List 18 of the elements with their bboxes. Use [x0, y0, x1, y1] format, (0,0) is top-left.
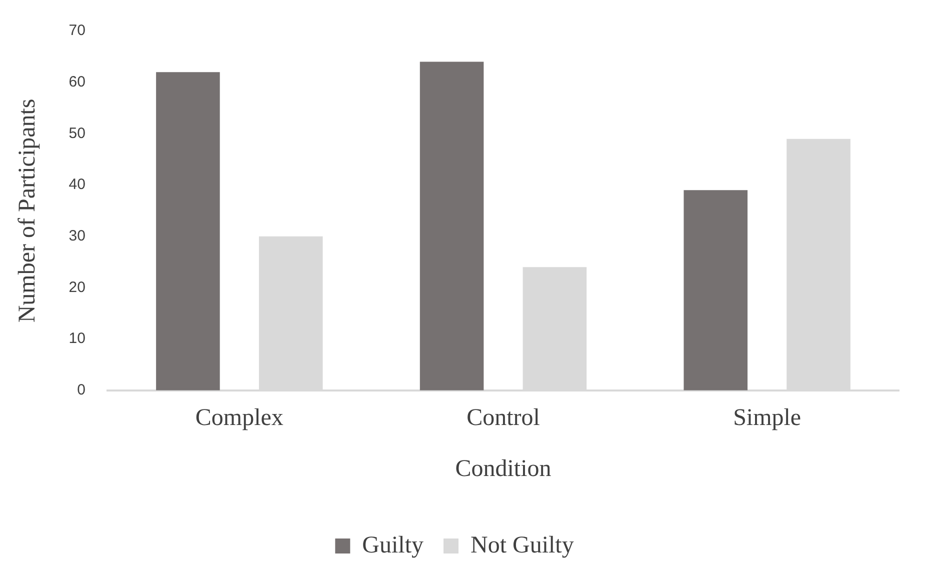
y-tick-label: 40: [68, 176, 86, 194]
y-tick-label: 10: [68, 330, 86, 348]
x-tick-label: Control: [466, 405, 540, 432]
bar: [684, 190, 748, 390]
x-tick-label: Simple: [733, 405, 802, 432]
legend-label: Not Guilty: [470, 532, 574, 558]
legend-label: Guilty: [362, 532, 424, 558]
y-tick-label: 30: [68, 228, 86, 245]
bar: [156, 72, 220, 390]
y-tick-label: 60: [68, 73, 86, 90]
y-tick-label: 0: [77, 382, 86, 399]
bar: [420, 62, 484, 390]
y-tick-label: 70: [68, 22, 86, 40]
y-tick-label: 50: [68, 124, 86, 142]
x-tick-label: Complex: [195, 405, 284, 432]
x-axis-title: Condition: [455, 456, 552, 482]
y-tick-label: 20: [68, 278, 86, 296]
y-axis-title: Number of Participants: [14, 98, 41, 323]
